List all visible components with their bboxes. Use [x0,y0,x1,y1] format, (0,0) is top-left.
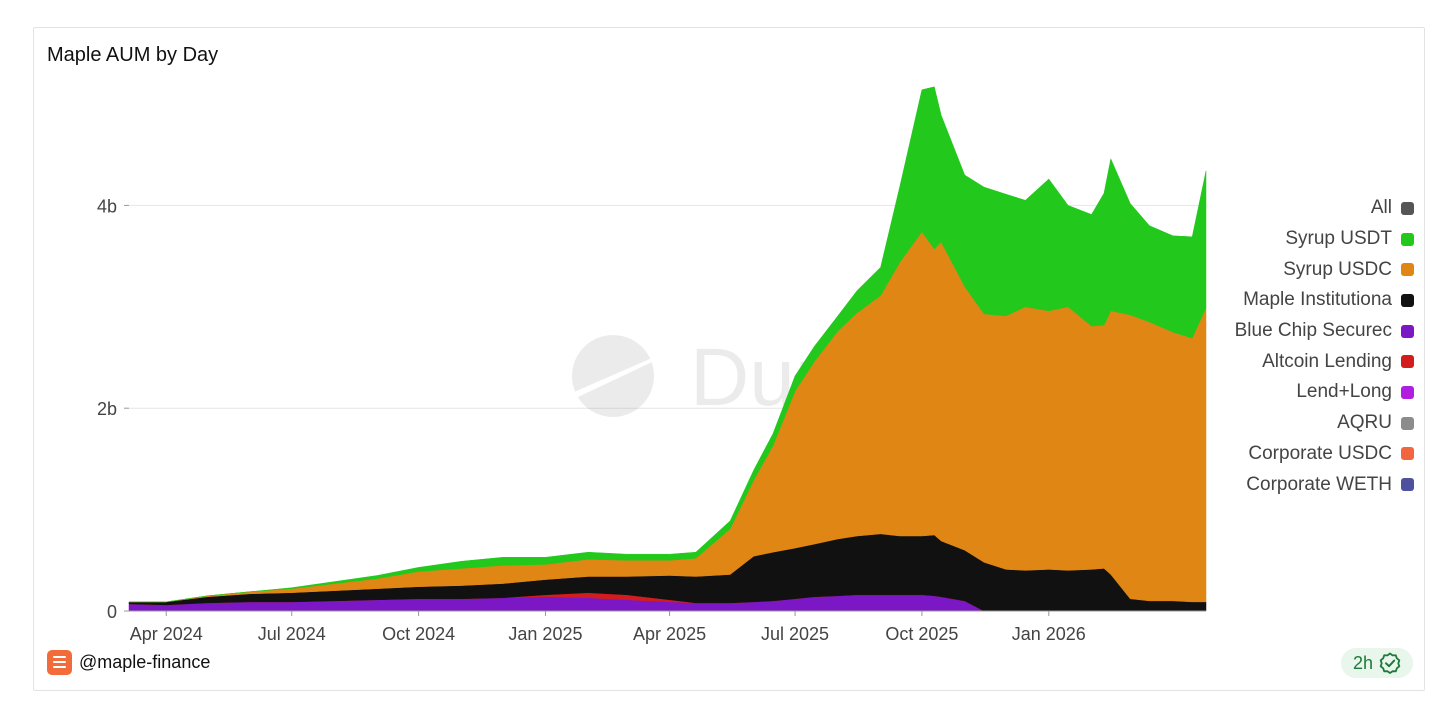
legend-label: Syrup USDC [1283,258,1392,280]
y-tick-label: 2b [97,399,117,419]
legend-label: Corporate USDC [1248,442,1392,464]
legend-swatch [1401,478,1414,492]
legend-item[interactable]: All [1154,193,1414,224]
x-axis: Apr 2024 Jul 2024 Oct 2024 Jan 2025 Apr 2025… [130,611,1086,644]
legend-item[interactable]: Maple Institutiona [1154,285,1414,316]
y-tick-label: 4b [97,196,117,216]
legend-swatch [1401,293,1414,307]
legend-swatch [1401,201,1414,215]
series-area-syrup-usdt [129,86,1207,603]
legend-label: Corporate WETH [1246,473,1392,495]
y-tick-label: 0 [107,602,117,622]
stacked-areas [128,86,1207,612]
legend-item[interactable]: Corporate WETH [1154,469,1414,500]
legend-item[interactable]: Corporate USDC [1154,439,1414,470]
legend-item[interactable]: Syrup USDC [1154,254,1414,285]
legend-swatch [1401,324,1414,338]
legend-item[interactable]: Lend+Long [1154,377,1414,408]
x-tick-label: Apr 2024 [130,624,203,644]
legend-swatch [1401,385,1414,399]
legend-swatch [1401,263,1414,277]
legend-label: Blue Chip Securec [1234,320,1392,342]
x-tick-label: Jul 2025 [761,624,829,644]
dune-logo-icon [47,650,72,675]
legend-label: Lend+Long [1296,381,1392,403]
legend-label: All [1370,197,1392,219]
x-tick-label: Apr 2025 [633,624,706,644]
chart-title: Maple AUM by Day [47,44,219,66]
verified-check-icon [1379,652,1401,674]
legend-label: Syrup USDT [1285,228,1392,250]
legend-swatch [1401,447,1414,461]
legend: All Syrup USDT Syrup USDC Maple Institution… [1154,193,1414,500]
y-axis: 0 2b 4b [97,196,129,622]
legend-swatch [1401,232,1414,246]
legend-item[interactable]: Syrup USDT [1154,224,1414,255]
refresh-interval: 2h [1352,652,1374,673]
author-handle[interactable]: @maple-finance [79,652,211,672]
legend-item[interactable]: AQRU [1154,408,1414,439]
legend-item[interactable]: Altcoin Lending [1154,346,1414,377]
legend-item[interactable]: Blue Chip Securec [1154,316,1414,347]
x-tick-label: Jan 2026 [1012,624,1086,644]
dune-watermark-icon [572,335,654,417]
legend-label: Maple Institutiona [1243,289,1392,311]
x-tick-label: Jul 2024 [258,624,326,644]
refresh-badge[interactable]: 2h [1341,648,1413,678]
legend-label: AQRU [1337,412,1392,434]
legend-label: Altcoin Lending [1262,350,1392,372]
legend-swatch [1401,355,1414,369]
x-tick-label: Oct 2024 [382,624,455,644]
x-tick-label: Jan 2025 [508,624,582,644]
legend-swatch [1401,416,1414,430]
x-tick-label: Oct 2025 [885,624,958,644]
